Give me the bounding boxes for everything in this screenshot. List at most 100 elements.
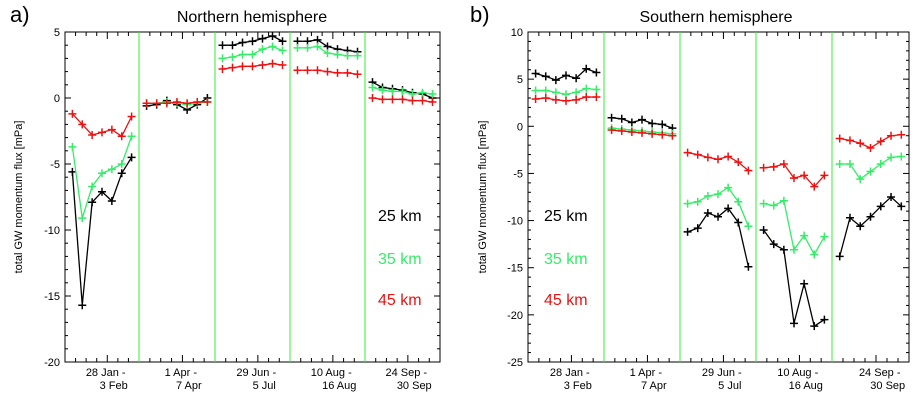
x-tick-label: 16 Aug: [322, 380, 356, 392]
data-point: [368, 83, 377, 92]
y-tick-label: -5: [50, 159, 60, 171]
data-point: [293, 43, 302, 52]
data-point: [268, 31, 277, 40]
x-tick-label: 16 Aug: [789, 380, 823, 392]
data-point: [378, 86, 387, 95]
y-tick-label: -25: [507, 357, 523, 369]
panel-northern-hemisphere: a) Northern hemisphere total GW momentum…: [10, 2, 441, 392]
x-tick-label: 28 Jan -: [86, 367, 126, 379]
data-point: [876, 137, 885, 146]
data-point: [388, 95, 397, 104]
data-point: [856, 222, 865, 231]
data-point: [734, 158, 743, 167]
data-point: [734, 218, 743, 227]
data-point: [68, 109, 77, 118]
data-point: [323, 67, 332, 76]
data-point: [258, 45, 267, 54]
data-point: [238, 50, 247, 59]
data-point: [856, 139, 865, 148]
y-tick-label: 10: [511, 27, 523, 39]
x-tick-label: 30 Sep: [397, 380, 432, 392]
data-point: [683, 148, 692, 157]
data-point: [779, 196, 788, 205]
data-point: [303, 66, 312, 75]
data-point: [668, 131, 677, 140]
data-point: [638, 128, 646, 137]
data-point: [551, 76, 560, 85]
x-tick-label: 5 Jul: [253, 380, 276, 392]
data-point: [162, 99, 171, 108]
data-point: [531, 69, 540, 78]
data-point: [759, 226, 768, 234]
data-point: [572, 74, 581, 83]
data-point: [228, 63, 237, 72]
data-point: [572, 95, 581, 104]
data-point: [790, 245, 798, 254]
data-point: [790, 319, 798, 328]
data-point: [278, 46, 287, 55]
data-point: [769, 201, 778, 210]
data-point: [428, 97, 437, 106]
data-point: [541, 94, 550, 102]
x-tick-label: 30 Sep: [870, 380, 905, 392]
data-point: [562, 96, 570, 105]
data-point: [866, 167, 875, 176]
x-tick-label: 29 Jun -: [702, 367, 742, 379]
data-point: [228, 41, 237, 50]
data-point: [107, 196, 116, 205]
data-point: [658, 120, 667, 129]
data-point: [800, 171, 809, 180]
data-point: [658, 130, 667, 139]
data-point: [744, 262, 753, 271]
data-point: [769, 162, 778, 171]
data-point: [218, 64, 227, 73]
panel-label: b): [470, 2, 490, 27]
data-point: [98, 169, 106, 178]
x-tick-label: 24 Sep -: [385, 367, 427, 379]
series-line-25km: [71, 157, 133, 306]
data-point: [897, 152, 906, 161]
data-point: [303, 43, 312, 52]
data-point: [887, 131, 896, 140]
y-tick-label: -20: [44, 357, 60, 369]
data-point: [887, 153, 896, 162]
data-point: [313, 66, 322, 75]
data-point: [551, 95, 560, 104]
data-point: [142, 99, 151, 108]
y-tick-label: -5: [513, 168, 523, 180]
data-point: [582, 64, 591, 73]
data-point: [333, 50, 342, 59]
data-point: [592, 68, 601, 77]
data-point: [876, 202, 885, 211]
data-point: [408, 96, 417, 105]
x-tick-label: 3 Feb: [564, 380, 592, 392]
data-point: [343, 51, 352, 60]
data-point: [127, 132, 136, 141]
data-point: [278, 61, 287, 69]
data-point: [541, 72, 550, 81]
data-point: [734, 197, 743, 206]
data-point: [866, 212, 875, 221]
chart-title: Southern hemisphere: [640, 9, 793, 26]
data-point: [703, 153, 712, 162]
data-point: [428, 90, 437, 99]
data-point: [572, 88, 581, 97]
data-point: [759, 199, 768, 208]
data-point: [607, 113, 616, 122]
data-point: [398, 95, 407, 104]
data-point: [218, 41, 227, 50]
data-point: [810, 250, 819, 259]
legend-label-25km: 25 km: [544, 208, 588, 225]
data-point: [218, 54, 227, 63]
data-point: [68, 167, 77, 176]
y-tick-label: -15: [507, 263, 523, 275]
data-point: [368, 94, 377, 102]
data-point: [845, 160, 854, 168]
series-line-25km: [839, 196, 902, 257]
data-point: [820, 315, 829, 324]
data-point: [107, 165, 116, 174]
data-point: [418, 88, 427, 97]
data-point: [648, 119, 657, 128]
legend: 25 km 35 km 45 km: [378, 208, 422, 309]
